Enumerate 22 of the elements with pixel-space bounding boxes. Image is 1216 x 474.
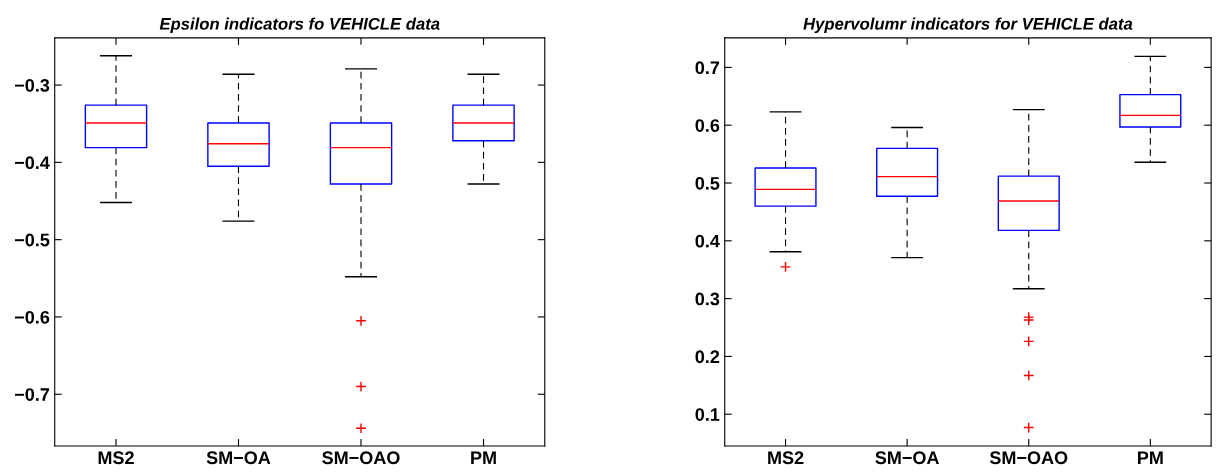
x-tick-label: PM: [471, 451, 496, 464]
x-tick-label: SM−OA: [206, 451, 271, 465]
y-tick-label: 0.6: [695, 119, 720, 132]
y-tick-label: 0.5: [695, 176, 720, 190]
y-tick-label: 0.7: [695, 61, 720, 75]
x-tick-label: SM−OAO: [989, 451, 1068, 465]
x-tick-label: SM−OAO: [322, 451, 400, 465]
y-tick-label: −0.5: [14, 233, 50, 247]
y-tick-label: −0.7: [14, 388, 50, 401]
y-tick-label: 0.4: [695, 234, 720, 248]
y-tick-label: −0.4: [14, 156, 50, 170]
y-tick-label: 0.1: [695, 408, 720, 421]
y-tick-label: 0.3: [695, 292, 720, 306]
x-tick-label: MS2: [98, 451, 134, 465]
chart-title: Epsilon indicators fo VEHICLE data: [159, 17, 440, 34]
y-tick-label: 0.2: [695, 350, 720, 364]
y-tick-label: −0.6: [14, 310, 50, 324]
x-tick-label: SM−OA: [875, 451, 940, 465]
x-tick-label: PM: [1138, 451, 1163, 464]
chart-title: Hypervolumr indicators for VEHICLE data: [803, 17, 1133, 34]
y-tick-label: −0.3: [14, 79, 50, 92]
x-tick-label: MS2: [768, 451, 804, 465]
